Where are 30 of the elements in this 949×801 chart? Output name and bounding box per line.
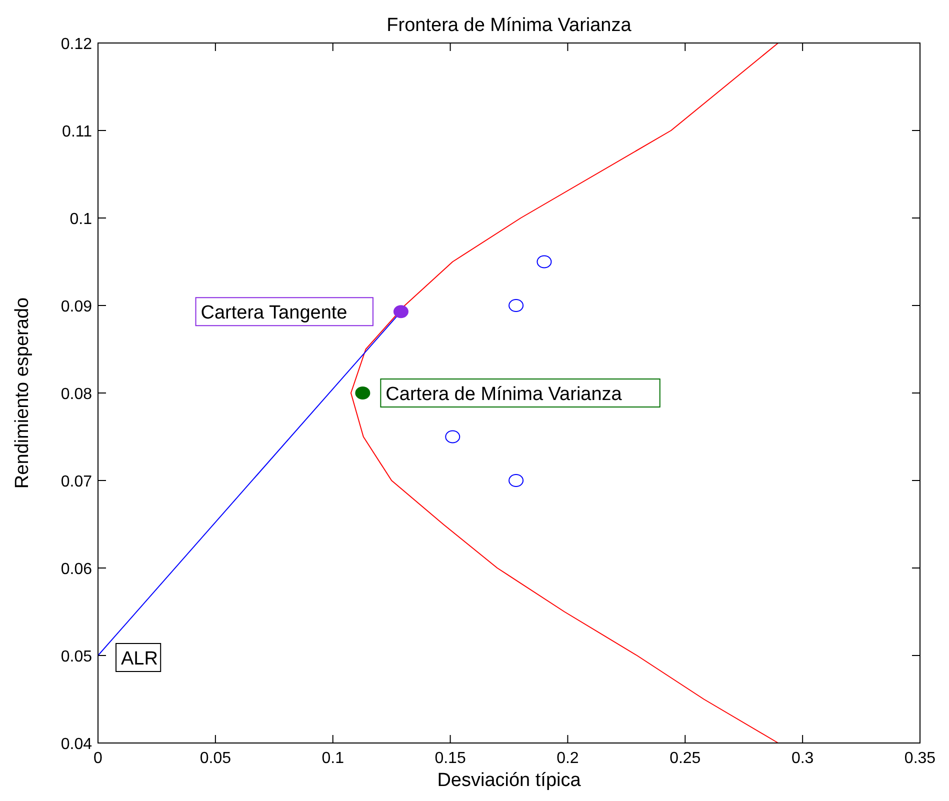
y-tick-label: 0.09 <box>60 298 92 316</box>
chart-title: Frontera de Mínima Varianza <box>386 15 632 36</box>
y-axis-title: Rendimiento esperado <box>12 297 33 489</box>
x-tick-label: 0.15 <box>434 750 466 767</box>
x-tick-label: 0.05 <box>200 750 232 767</box>
y-tick-label: 0.06 <box>60 561 92 578</box>
x-tick-label: 0.25 <box>670 750 701 767</box>
point <box>508 474 524 487</box>
x-tick-label: 0.3 <box>791 750 814 767</box>
x-axis-title: Desviación típica <box>437 770 582 791</box>
point <box>445 430 460 444</box>
x-tick-label: 0.2 <box>556 750 579 767</box>
point <box>536 255 552 268</box>
y-tick-label: 0.04 <box>60 736 92 753</box>
y-tick-label: 0.08 <box>60 386 92 403</box>
y-tick-label: 0.05 <box>60 648 92 666</box>
y-tick-label: 0.12 <box>60 36 92 53</box>
point <box>355 386 370 400</box>
point <box>508 299 524 312</box>
annotation: Cartera Tangente <box>200 302 348 324</box>
x-tick-label: 0 <box>94 750 103 767</box>
annotation: Cartera de Mínima Varianza <box>386 384 622 405</box>
point <box>393 305 408 318</box>
y-tick-label: 0.11 <box>62 124 92 140</box>
x-tick-label: 0.1 <box>322 750 344 767</box>
y-tick-label: 0.1 <box>70 211 92 228</box>
y-tick-label: 0.07 <box>60 474 92 490</box>
line-series <box>350 42 779 744</box>
x-tick-label: 0.35 <box>904 750 936 767</box>
annotation: ALR <box>121 648 158 670</box>
